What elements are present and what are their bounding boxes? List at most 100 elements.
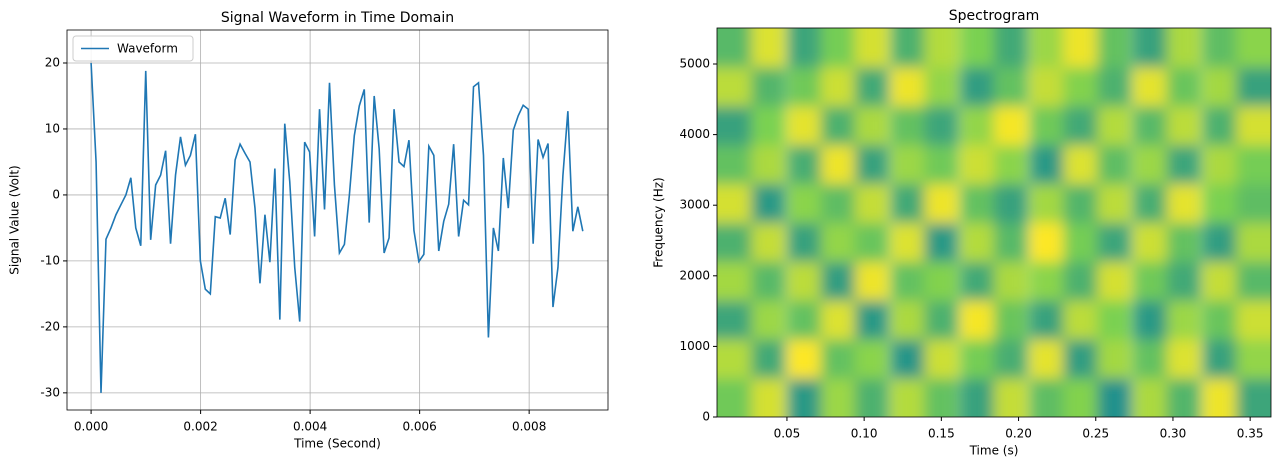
spectrogram-cell bbox=[1236, 300, 1271, 340]
spectrogram-cell bbox=[890, 183, 925, 223]
spectrogram-cell bbox=[1097, 378, 1132, 417]
spectrogram-cell bbox=[854, 222, 890, 262]
y-tick-label: 4000 bbox=[679, 127, 710, 141]
spectrogram-cell bbox=[854, 105, 890, 146]
spectrogram-cell bbox=[1063, 144, 1098, 185]
spectrogram-cell bbox=[1236, 339, 1271, 379]
spectrogram-cell bbox=[924, 261, 959, 301]
x-tick-label: 0.006 bbox=[402, 420, 436, 434]
spectrogram-cell bbox=[1132, 28, 1168, 68]
spectrogram-cell bbox=[1202, 105, 1237, 146]
spectrogram-cell bbox=[959, 378, 995, 417]
spectrogram-cell bbox=[1097, 28, 1132, 68]
spectrogram-cell bbox=[890, 28, 925, 68]
x-tick-label: 0.15 bbox=[928, 427, 955, 441]
spectrogram-cell bbox=[890, 378, 925, 417]
spectrogram-cell bbox=[924, 222, 959, 262]
x-axis-label: Time (Second) bbox=[293, 437, 381, 451]
spectrogram-cell bbox=[993, 300, 1029, 340]
spectrogram-cell bbox=[1029, 222, 1064, 262]
spectrogram-cell bbox=[1236, 183, 1271, 223]
spectrogram-cell bbox=[1063, 378, 1098, 417]
spectrogram-cell bbox=[1236, 222, 1271, 262]
spectrogram-cell bbox=[993, 28, 1029, 68]
spectrogram-cell bbox=[751, 183, 786, 223]
spectrogram-cell bbox=[1166, 183, 1202, 223]
x-tick-label: 0.000 bbox=[74, 420, 108, 434]
spectrogram-cell bbox=[820, 28, 856, 68]
spectrogram-cell bbox=[717, 339, 752, 379]
spectrogram-cell bbox=[1132, 378, 1168, 417]
spectrogram-cell bbox=[924, 183, 959, 223]
spectrogram-cell bbox=[1029, 300, 1064, 340]
y-axis-label: Signal Value (Volt) bbox=[8, 165, 22, 274]
spectrogram-cell bbox=[820, 183, 856, 223]
axes-frame bbox=[66, 29, 609, 411]
spectrogram-cell bbox=[959, 339, 995, 379]
spectrogram-cell bbox=[1202, 378, 1237, 417]
spectrogram-cell bbox=[890, 66, 925, 107]
spectrogram-cell bbox=[717, 105, 752, 146]
y-tick-label: 10 bbox=[45, 121, 60, 135]
x-tick-label: 0.004 bbox=[293, 420, 327, 434]
y-tick-label: 0 bbox=[52, 187, 60, 201]
x-tick-label: 0.35 bbox=[1237, 427, 1264, 441]
spectrogram-cell bbox=[1236, 378, 1271, 417]
spectrogram-cell bbox=[1202, 183, 1237, 223]
spectrogram-cell bbox=[751, 261, 786, 301]
spectrogram-cell bbox=[959, 28, 995, 68]
spectrogram-cell bbox=[924, 28, 959, 68]
spectrogram-cell bbox=[786, 222, 822, 262]
spectrogram-cell bbox=[1202, 66, 1237, 107]
spectrogram-cell bbox=[820, 261, 856, 301]
spectrogram-cell bbox=[959, 183, 995, 223]
spectrogram-cell bbox=[993, 261, 1029, 301]
spectrogram-cell bbox=[786, 300, 822, 340]
spectrogram-cell bbox=[854, 339, 890, 379]
spectrogram-cell bbox=[993, 339, 1029, 379]
spectrogram-cell bbox=[1236, 105, 1271, 146]
spectrogram-cell bbox=[1132, 300, 1168, 340]
spectrogram-cell bbox=[959, 105, 995, 146]
spectrogram-cell bbox=[1063, 183, 1098, 223]
spectrogram-cell bbox=[1202, 144, 1237, 185]
spectrogram-cell bbox=[1029, 144, 1064, 185]
spectrogram-cell bbox=[751, 66, 786, 107]
spectrogram-cell bbox=[786, 378, 822, 417]
x-tick-label: 0.05 bbox=[774, 427, 801, 441]
spectrogram-cell bbox=[1202, 222, 1237, 262]
spectrogram-cell bbox=[924, 300, 959, 340]
x-tick-label: 0.008 bbox=[512, 420, 546, 434]
spectrogram-cell bbox=[1132, 183, 1168, 223]
spectrogram-cell bbox=[751, 378, 786, 417]
chart-title: Spectrogram bbox=[949, 8, 1039, 24]
axes-frame bbox=[716, 27, 1272, 418]
spectrogram-cell bbox=[820, 300, 856, 340]
spectrogram-cell bbox=[959, 144, 995, 185]
spectrogram-cell bbox=[1063, 28, 1098, 68]
spectrogram-cell bbox=[1132, 105, 1168, 146]
spectrogram-cell bbox=[1236, 144, 1271, 185]
spectrogram-cell bbox=[1097, 222, 1132, 262]
x-axis-label: Time (s) bbox=[969, 444, 1019, 458]
spectrogram-cell bbox=[820, 66, 856, 107]
spectrogram-cell bbox=[717, 378, 752, 417]
spectrogram-cell bbox=[1029, 105, 1064, 146]
y-tick-label: 5000 bbox=[679, 57, 710, 71]
y-tick-label: -10 bbox=[40, 253, 60, 267]
y-tick-label: -30 bbox=[40, 385, 60, 399]
spectrogram-cell bbox=[717, 300, 752, 340]
waveform-line bbox=[90, 62, 584, 393]
spectrogram-cell bbox=[1202, 339, 1237, 379]
spectrogram-cell bbox=[1063, 261, 1098, 301]
spectrogram-cell bbox=[1063, 300, 1098, 340]
x-tick-label: 0.30 bbox=[1160, 427, 1187, 441]
spectrogram-cell bbox=[890, 261, 925, 301]
spectrogram-cell bbox=[717, 144, 752, 185]
spectrogram-cell bbox=[854, 144, 890, 185]
spectrogram-cell bbox=[1097, 300, 1132, 340]
spectrogram-cell bbox=[786, 339, 822, 379]
spectrogram-cell bbox=[1236, 261, 1271, 301]
spectrogram-cell bbox=[1097, 144, 1132, 185]
spectrogram-cell bbox=[786, 105, 822, 146]
